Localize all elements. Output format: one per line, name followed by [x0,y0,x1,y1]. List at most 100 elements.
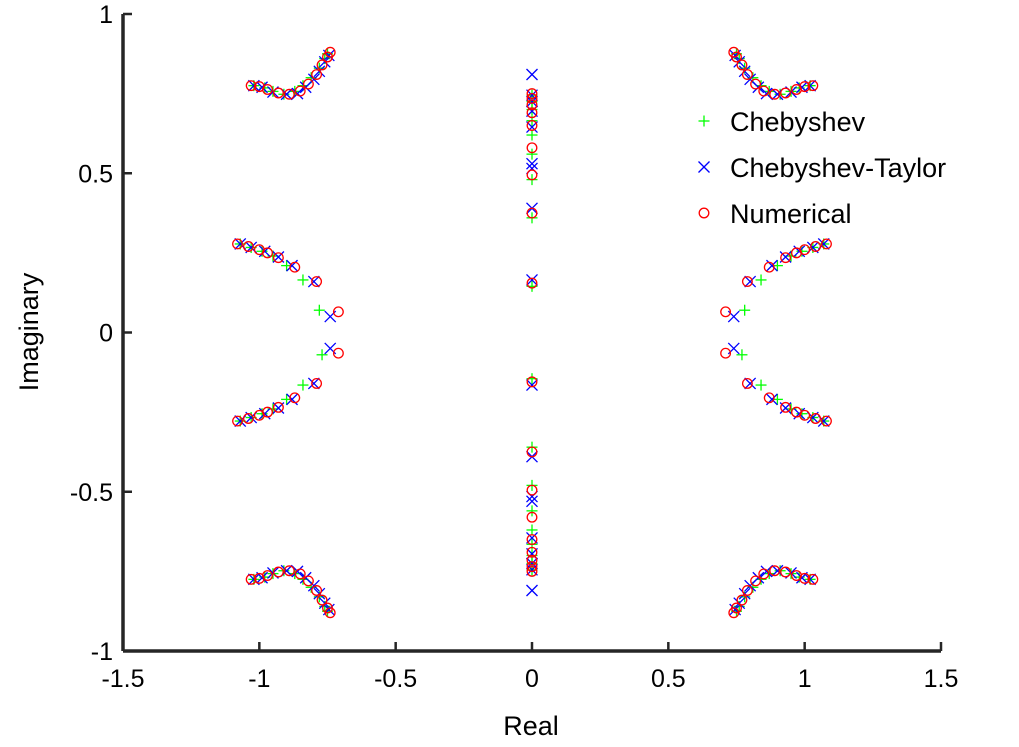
data-point [289,261,301,273]
data-point [720,347,732,359]
data-point [313,304,325,316]
data-point [807,80,819,92]
data-point [750,78,762,90]
data-point [526,446,538,458]
data-point [769,565,781,577]
data-point [526,554,538,566]
data-point [769,88,781,100]
data-point [780,566,792,578]
data-point [736,59,748,71]
data-point [526,92,538,104]
y-tick-label: 0.5 [78,160,113,188]
legend-marker [698,207,710,219]
data-point [728,46,740,58]
data-point [526,505,538,517]
data-point [741,69,753,80]
data-point [526,565,538,577]
data-point [526,68,538,81]
data-point [526,120,538,131]
legend: Chebyshev Chebyshev-Taylor Numerical [698,107,946,229]
data-point [741,585,753,596]
series-circle [232,46,832,619]
data-point [526,379,538,392]
legend-entry: Chebyshev-Taylor [730,153,946,183]
data-point [739,304,751,316]
data-point [526,484,538,496]
data-point [741,276,753,287]
data-point [744,579,757,592]
data-point [526,142,538,154]
data-point [297,379,309,391]
data-point [272,566,284,578]
data-point [744,73,757,86]
data-point [316,59,328,71]
data-point [526,95,538,108]
y-tick-label: 0 [99,320,113,348]
data-point [262,570,273,581]
data-point [763,261,775,273]
data-point [294,85,306,97]
data-point [242,241,254,252]
data-point [791,84,802,95]
data-point [755,274,767,286]
y-tick-label: 1 [99,1,113,29]
data-point [758,568,770,580]
data-point [526,376,538,388]
data-point [791,570,802,581]
legend-entry: Chebyshev [730,107,866,137]
data-point [232,238,243,250]
x-tick-label: -0.5 [374,665,417,693]
y-tick-label: -1 [91,638,113,666]
data-point [311,585,323,596]
x-tick-label: 1 [798,665,812,693]
data-point [821,415,832,427]
x-tick-label: 0.5 [651,665,686,693]
data-point [283,88,295,100]
legend-marker [698,115,710,127]
data-point [332,347,344,359]
data-point [245,80,257,92]
data-point [278,88,290,100]
data-point [526,557,538,570]
data-point [262,84,273,95]
data-point [810,413,822,424]
data-point [294,568,306,580]
x-axis-label: Real [503,711,559,741]
data-point [526,169,538,181]
legend-entry: Numerical [730,199,852,229]
data-point [311,69,323,80]
x-tick-label: -1.5 [101,665,144,693]
data-point [245,573,257,585]
data-point [526,534,538,545]
data-point [283,565,295,577]
data-point [741,378,753,389]
data-point [316,594,328,606]
data-point [311,276,323,287]
data-point [755,379,767,391]
data-point [750,575,762,587]
data-point [526,207,538,219]
data-point [324,46,336,58]
data-point [526,495,538,508]
data-point [796,408,808,420]
data-point [526,584,538,597]
data-point [821,238,832,250]
y-axis-label: Imaginary [14,272,44,391]
data-point [728,607,740,619]
data-point [526,148,538,160]
data-point [744,275,757,288]
data-point [796,245,808,257]
x-tick-label: -1 [248,665,270,693]
data-point [526,157,538,170]
data-point [302,575,314,587]
data-markers [232,46,832,619]
data-point [780,401,792,413]
data-point [720,306,732,318]
x-tick-label: 1.5 [924,665,959,693]
data-point [799,409,811,421]
data-point [526,273,538,286]
data-point [526,511,538,523]
data-point [316,349,328,361]
data-point [744,377,757,390]
